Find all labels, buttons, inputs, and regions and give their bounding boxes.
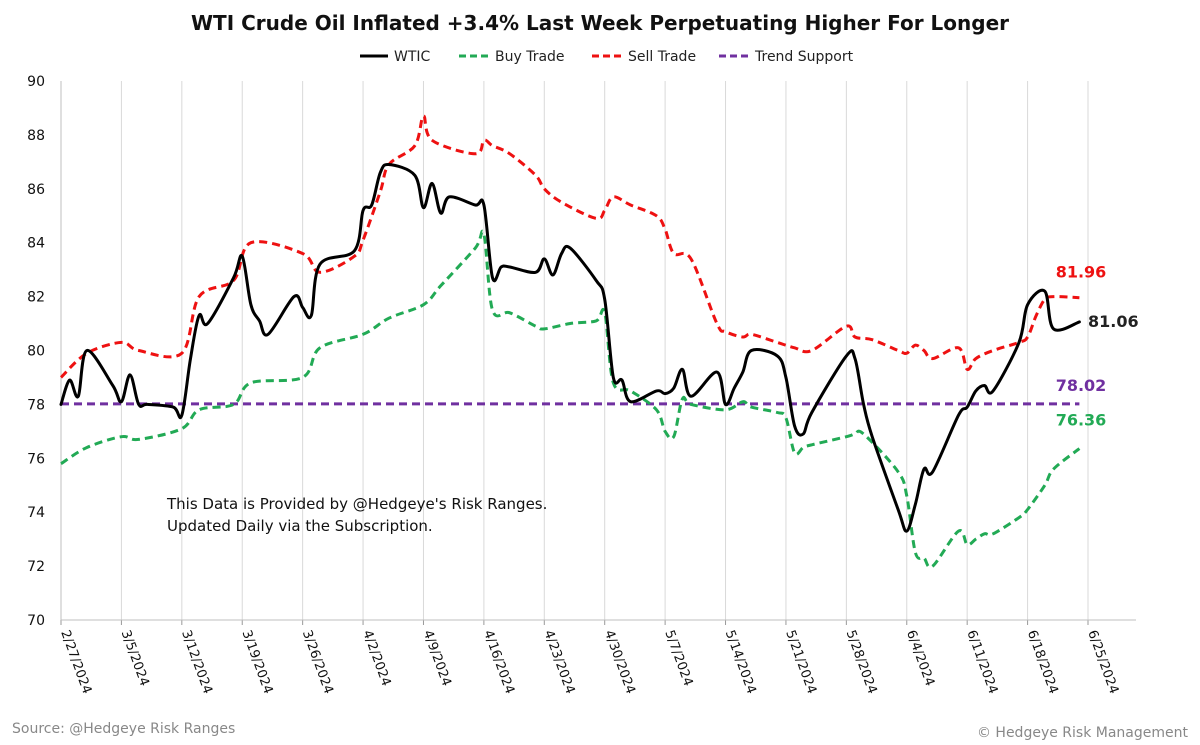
y-tick-label: 74 xyxy=(27,505,45,521)
end-labels: 81.96 81.06 78.02 76.36 xyxy=(1056,263,1139,430)
y-tick-label: 88 xyxy=(27,128,45,144)
y-tick-label: 72 xyxy=(27,559,45,575)
legend-label-buy-trade: Buy Trade xyxy=(495,49,565,65)
x-tick-label: 4/16/2024 xyxy=(480,628,517,696)
x-tick-label: 5/7/2024 xyxy=(661,628,695,688)
x-tick-label: 6/11/2024 xyxy=(963,628,1000,696)
end-label-trend-support: 78.02 xyxy=(1056,376,1107,395)
x-tick-label: 6/18/2024 xyxy=(1024,628,1061,696)
x-tick-label: 3/12/2024 xyxy=(178,628,215,696)
y-tick-label: 70 xyxy=(27,613,45,629)
x-tick-label: 5/21/2024 xyxy=(782,628,819,696)
series-line-sell-trade xyxy=(59,114,1080,379)
legend-item-trend-support: Trend Support xyxy=(719,49,854,65)
y-tick-label: 76 xyxy=(27,451,45,467)
legend-label-wtic: WTIC xyxy=(394,49,431,65)
legend-item-wtic: WTIC xyxy=(360,49,431,65)
end-label-wtic: 81.06 xyxy=(1088,312,1139,331)
end-label-buy-trade: 76.36 xyxy=(1056,411,1107,430)
end-label-sell-trade: 81.96 xyxy=(1056,263,1107,282)
x-tick-label: 4/9/2024 xyxy=(420,628,454,688)
x-tick-label: 5/14/2024 xyxy=(722,628,759,696)
x-tick-label: 5/28/2024 xyxy=(843,628,880,696)
legend: WTIC Buy Trade Sell Trade Trend Support xyxy=(360,49,854,65)
x-tick-label: 3/19/2024 xyxy=(238,628,275,696)
y-tick-label: 90 xyxy=(27,74,45,90)
y-tick-label: 78 xyxy=(27,397,45,413)
annotation-line-2: Updated Daily via the Subscription. xyxy=(167,517,433,535)
chart-title: WTI Crude Oil Inflated +3.4% Last Week P… xyxy=(191,11,1009,35)
series-line-wtic xyxy=(59,162,1081,533)
x-tick-label: 3/26/2024 xyxy=(299,628,336,696)
y-tick-label: 82 xyxy=(27,290,45,306)
source-text: Source: @Hedgeye Risk Ranges xyxy=(12,721,235,737)
y-tick-label: 80 xyxy=(27,344,45,360)
y-tick-label: 84 xyxy=(27,236,45,252)
x-tick-label: 3/5/2024 xyxy=(118,628,152,688)
y-tick-label: 86 xyxy=(27,182,45,198)
x-tick-label: 6/25/2024 xyxy=(1084,628,1121,696)
axes: 2/27/2024 3/5/2024 3/12/2024 3/19/2024 3/26/… xyxy=(27,74,1136,696)
x-tick-label: 4/23/2024 xyxy=(541,628,578,696)
legend-item-buy-trade: Buy Trade xyxy=(459,49,565,65)
x-tick-label: 6/4/2024 xyxy=(903,628,937,688)
series-line-buy-trade xyxy=(60,229,1081,569)
annotation-line-1: This Data is Provided by @Hedgeye's Risk… xyxy=(166,495,547,513)
copyright-text: © Hedgeye Risk Management xyxy=(977,725,1189,741)
legend-item-sell-trade: Sell Trade xyxy=(592,49,696,65)
series xyxy=(59,114,1081,569)
x-tick-label: 4/30/2024 xyxy=(601,628,638,696)
x-tick-label: 2/27/2024 xyxy=(57,628,94,696)
legend-label-trend-support: Trend Support xyxy=(754,49,854,65)
grid xyxy=(60,81,1089,620)
legend-label-sell-trade: Sell Trade xyxy=(628,49,696,65)
x-tick-label: 4/2/2024 xyxy=(359,628,393,688)
